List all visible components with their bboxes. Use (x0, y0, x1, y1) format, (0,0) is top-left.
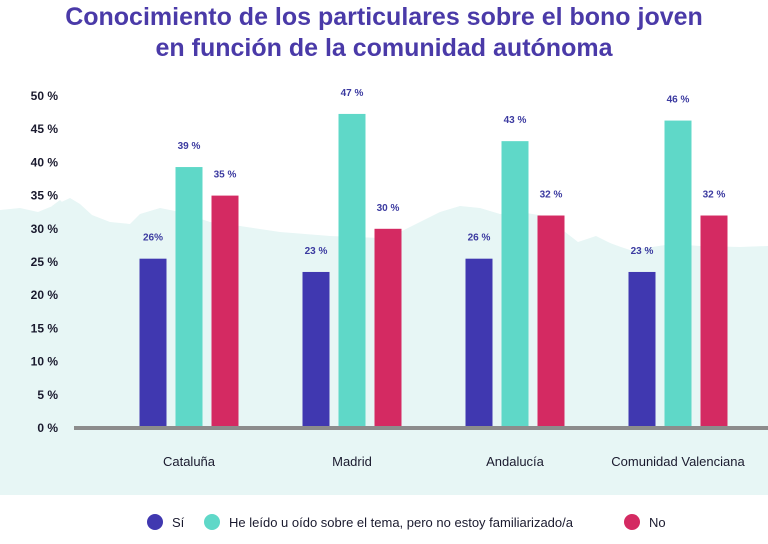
chart-title-line-2: en función de la comunidad autónoma (155, 34, 613, 62)
bar-no-1 (374, 228, 402, 428)
legend-marker (624, 514, 640, 530)
y-axis: 0 % 5 % 10 % 15 % 20 % 25 % 30 % 35 % 40 % 45 % 50… (31, 89, 59, 435)
data-label: 35 % (214, 170, 237, 181)
bar-no-3 (700, 215, 728, 428)
category-label: Comunidad Valenciana (611, 454, 745, 469)
data-label: 30 % (377, 203, 400, 214)
data-label: 26% (143, 233, 163, 244)
legend-label: Sí (172, 515, 185, 530)
bar-series (139, 113, 728, 429)
y-tick-label: 5 % (37, 388, 58, 402)
category-label: Madrid (332, 454, 372, 469)
bar-he-leido-2 (501, 141, 529, 429)
bar-no-2 (537, 215, 565, 428)
legend-label: No (649, 515, 666, 530)
legend-marker (147, 514, 163, 530)
chart-title: Conocimiento de los particulares sobre e… (0, 2, 768, 64)
data-labels: 26% 23 % 26 % 23 % 39 % 47 % 43 % 46 % 35 % 30 % 3… (143, 88, 726, 257)
x-axis-line (74, 426, 768, 430)
bar-si-1 (302, 271, 330, 428)
x-axis-labels: Cataluña Madrid Andalucía Comunidad Valenci… (163, 454, 746, 469)
bar-si-2 (465, 258, 493, 428)
data-label: 32 % (703, 190, 726, 201)
legend-marker (204, 514, 220, 530)
background-tree-shape (40, 200, 86, 250)
bar-he-leido-3 (664, 120, 692, 429)
data-label: 23 % (631, 246, 654, 257)
bar-he-leido-0 (175, 167, 203, 428)
y-tick-label: 25 % (31, 255, 59, 269)
y-tick-label: 15 % (31, 321, 59, 335)
y-tick-label: 40 % (31, 155, 59, 169)
category-label: Andalucía (486, 454, 545, 469)
data-label: 32 % (540, 190, 563, 201)
data-label: 39 % (178, 141, 201, 152)
background-house-shape (575, 240, 630, 280)
data-label: 26 % (468, 233, 491, 244)
y-tick-label: 35 % (31, 189, 59, 203)
data-label: 47 % (341, 88, 364, 99)
chart-title-line-1: Conocimiento de los particulares sobre e… (65, 3, 703, 31)
legend: Sí He leído u oído sobre el tema, pero no… (147, 514, 666, 530)
data-label: 23 % (305, 246, 328, 257)
data-label: 43 % (504, 115, 527, 126)
bar-si-3 (628, 271, 656, 428)
bar-he-leido-1 (338, 113, 366, 428)
y-tick-label: 0 % (37, 421, 58, 435)
y-tick-label: 10 % (31, 355, 59, 369)
y-tick-label: 45 % (31, 122, 59, 136)
category-label: Cataluña (163, 454, 216, 469)
y-tick-label: 50 % (31, 89, 59, 103)
y-tick-label: 30 % (31, 222, 59, 236)
bar-no-0 (211, 195, 239, 428)
y-tick-label: 20 % (31, 288, 59, 302)
bar-si-0 (139, 258, 167, 428)
data-label: 46 % (667, 95, 690, 106)
legend-label: He leído u oído sobre el tema, pero no e… (229, 515, 574, 530)
